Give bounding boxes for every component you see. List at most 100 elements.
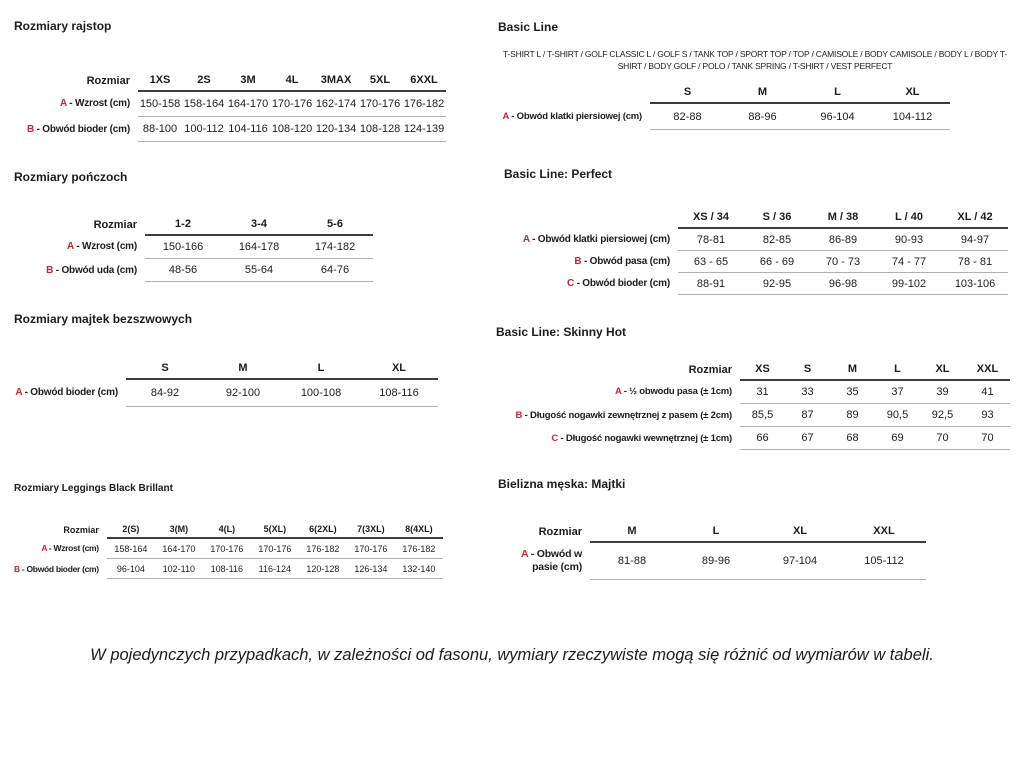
measurement-value: 41 [965, 380, 1010, 404]
measurement-value: 85,5 [740, 403, 785, 427]
measurement-letter: B [14, 563, 20, 574]
measurement-value: 70 [920, 426, 965, 450]
size-column-header: M [725, 82, 800, 104]
measurement-value: 82-85 [744, 228, 810, 251]
measurement-value: 96-104 [106, 558, 155, 579]
measurement-row: B - Długość nogawki zewnętrznej z pasem … [496, 403, 1010, 427]
measurement-value: 90,5 [875, 403, 920, 427]
section-title-rajstop: Rozmiary rajstop [14, 19, 112, 33]
measurement-row: A - ½ obwodu pasa (± 1cm) 31 33 35 37 39 41 [496, 380, 1010, 404]
table-corner-label [504, 207, 678, 228]
size-column-header: 1XS [138, 70, 182, 92]
size-column-header: 4L [270, 70, 314, 92]
measurement-value: 100-112 [182, 116, 226, 142]
perfect-size-table: XS / 34 S / 36 M / 38 L / 40 XL / 42 A - Obwó… [504, 207, 1008, 295]
measurement-value: 94-97 [942, 228, 1008, 251]
size-column-header: 7(3XL) [346, 521, 395, 539]
measurement-value: 92-100 [204, 379, 282, 407]
measurement-letter: A [614, 386, 622, 398]
measurement-value: 164-170 [154, 538, 203, 559]
size-header-row: Rozmiar 2(S) 3(M) 4(L) 5(XL) 6(2XL) 7(3XL) 8(4X… [14, 521, 443, 539]
measurement-label: A - Wzrost (cm) [67, 241, 137, 253]
size-column-header: M [830, 359, 875, 381]
table-corner-label [498, 82, 650, 103]
section-rozmiary-rajstop: Rozmiary rajstop Rozmiar 1XS 2S 3M 4L 3MAX 5XL… [14, 19, 446, 142]
section-rozmiary-ponczoch: Rozmiary pończoch Rozmiar 1-2 3-4 5-6 A - Wz… [14, 170, 373, 282]
measurement-value: 126-134 [346, 558, 395, 579]
size-header-row: Rozmiar M L XL XXL [498, 521, 926, 543]
section-rozmiary-leggings: Rozmiary Leggings Black Brillant Rozmiar… [14, 483, 443, 579]
measurement-value: 87 [785, 403, 830, 427]
measurement-value: 89 [830, 403, 875, 427]
measurement-value: 84-92 [126, 379, 204, 407]
measurement-value: 86-89 [810, 228, 876, 251]
measurement-value: 90-93 [876, 228, 942, 251]
size-column-header: XL [875, 82, 950, 104]
size-column-header: XL / 42 [942, 207, 1008, 229]
measurement-value: 158-164 [106, 538, 155, 559]
measurement-value: 120-128 [298, 558, 347, 579]
measurement-value: 68 [830, 426, 875, 450]
measurement-letter: C [551, 432, 559, 444]
measurement-label: A - Obwód bioder (cm) [15, 387, 118, 399]
section-title-basic-line: Basic Line [498, 20, 559, 34]
basic-line-size-table: S M L XL A - Obwód klatki piersiowej (cm) 82-… [498, 82, 1012, 130]
size-table: Rozmiar 2(S) 3(M) 4(L) 5(XL) 6(2XL) 7(3XL) 8(4X… [14, 521, 443, 579]
measurement-value: 102-110 [154, 558, 203, 579]
measurement-row: B - Obwód bioder (cm) 88-100 100-112 104-11… [14, 116, 446, 142]
table-corner-label [14, 358, 126, 379]
measurement-value: 39 [920, 380, 965, 404]
measurement-label: A - Obwód klatki piersiowej (cm) [502, 110, 643, 122]
measurement-letter: B [46, 264, 54, 276]
measurement-value: 170-176 [202, 538, 251, 559]
majtki-size-table: Rozmiar M L XL XXL A - Obwód w pasie (cm) 81-8… [498, 521, 926, 580]
measurement-label: B - Obwód bioder (cm) [26, 123, 130, 135]
measurement-value: 88-91 [678, 272, 744, 295]
measurement-label: C - Długość nogawki wewnętrznej (± 1cm) [551, 432, 732, 444]
size-column-header: 2(S) [106, 521, 155, 539]
size-column-header: M / 38 [810, 207, 876, 229]
measurement-letter: B [515, 409, 523, 421]
majtek-size-table: S M L XL A - Obwód bioder (cm) 84-92 92-100 100… [14, 358, 438, 407]
measurement-letter: A [521, 547, 528, 560]
size-column-header: 3(M) [154, 521, 203, 539]
measurement-letter: A [60, 98, 67, 110]
measurement-value: 82-88 [650, 103, 725, 130]
size-column-header: M [590, 521, 674, 543]
section-rozmiary-majtek-bezszwowych: Rozmiary majtek bezszwowych S M L XL A - Obw… [14, 312, 438, 407]
measurement-value: 162-174 [314, 91, 358, 117]
measurement-letter: C [566, 278, 574, 289]
measurement-row: A - Obwód bioder (cm) 84-92 92-100 100-108 1… [14, 379, 438, 407]
section-bielizna-meska-majtki: Bielizna męska: Majtki Rozmiar M L XL XXL A -… [498, 477, 926, 580]
size-column-header: XL [360, 358, 438, 380]
measurement-value: 97-104 [758, 542, 842, 580]
measurement-row: B - Obwód uda (cm) 48-56 55-64 64-76 [14, 258, 373, 282]
measurement-row: C - Długość nogawki wewnętrznej (± 1cm) 6… [496, 426, 1010, 450]
table-corner-label: Rozmiar [93, 218, 137, 231]
section-basic-line-perfect: Basic Line: Perfect XS / 34 S / 36 M / 38 L… [504, 167, 1008, 295]
size-column-header: 6(2XL) [298, 521, 347, 539]
size-column-header: S [650, 82, 725, 104]
measurement-value: 103-106 [942, 272, 1008, 295]
measurement-letter: B [574, 256, 582, 267]
measurement-value: 174-182 [297, 235, 373, 259]
measurement-letter: A [67, 241, 74, 253]
size-table: Rozmiar 1-2 3-4 5-6 A - Wzrost (cm) 150-166 16… [14, 214, 373, 282]
section-title-majtek: Rozmiary majtek bezszwowych [14, 312, 193, 326]
measurement-value: 48-56 [145, 258, 221, 282]
measurement-label: A - ½ obwodu pasa (± 1cm) [614, 386, 732, 398]
measurement-value: 100-108 [282, 379, 360, 407]
section-basic-line: Basic Line T-SHIRT L / T-SHIRT / GOLF CL… [498, 20, 1012, 130]
size-header-row: S M L XL [14, 358, 438, 380]
size-column-header: XXL [965, 359, 1010, 381]
size-column-header: 2S [182, 70, 226, 92]
measurement-label: B - Obwód bioder (cm) [14, 563, 99, 574]
measurement-value: 150-166 [145, 235, 221, 259]
measurement-value: 108-116 [202, 558, 251, 579]
measurement-value: 96-98 [810, 272, 876, 295]
measurement-value: 70 [965, 426, 1010, 450]
measurement-row: A - Obwód klatki piersiowej (cm) 78-81 82-… [504, 228, 1008, 251]
measurement-value: 78 - 81 [942, 250, 1008, 273]
size-column-header: S / 36 [744, 207, 810, 229]
section-title-perfect: Basic Line: Perfect [504, 167, 613, 181]
